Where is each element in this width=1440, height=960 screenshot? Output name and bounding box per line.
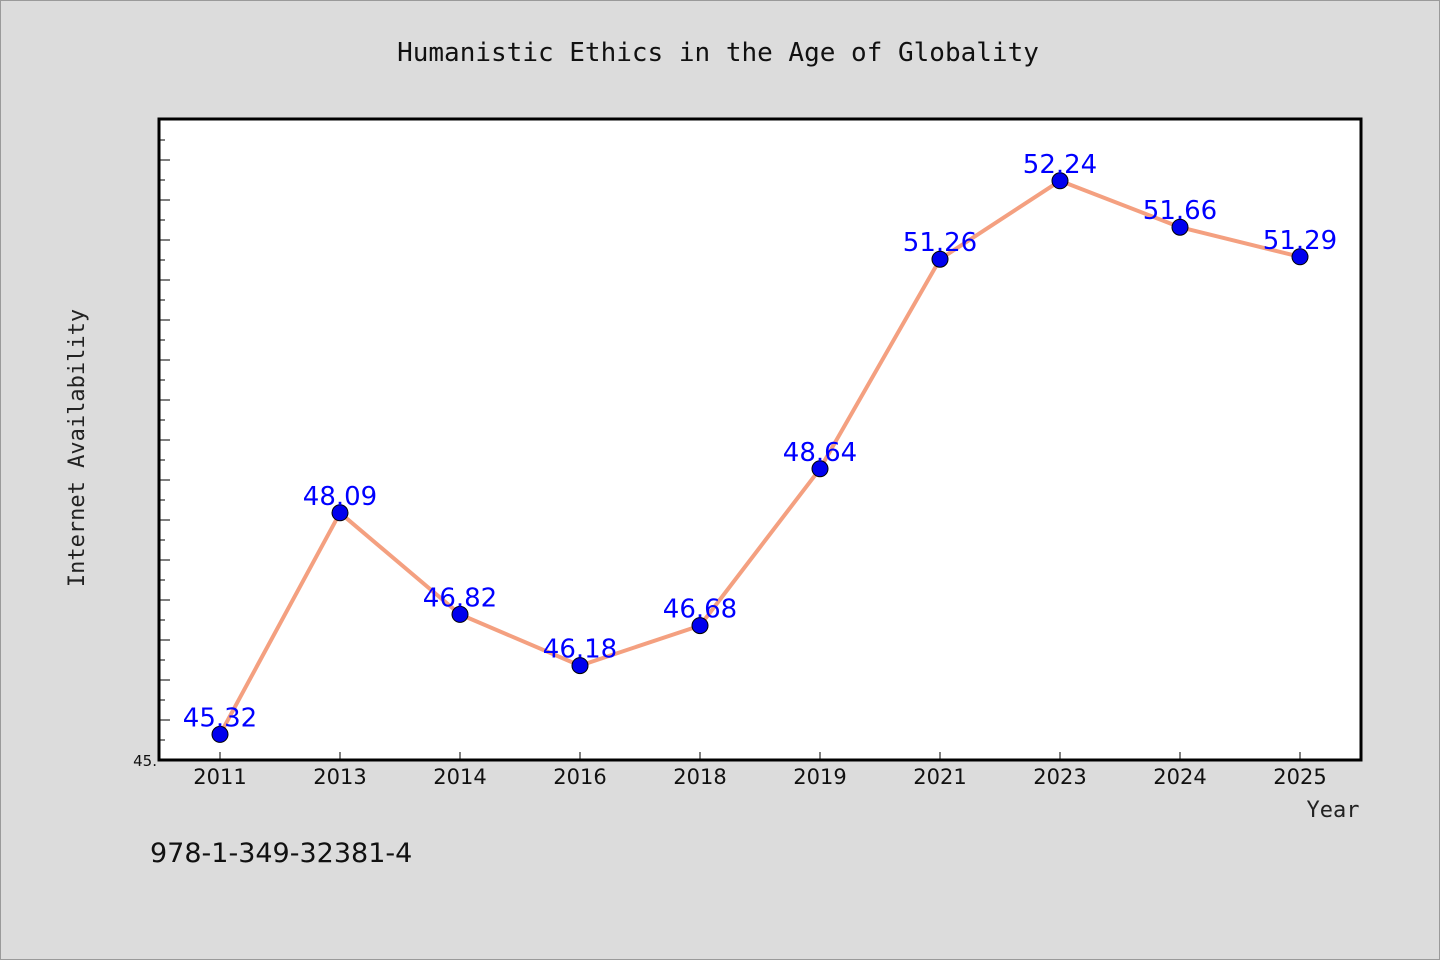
x-axis-ticks: 2011 2013 2014 2016 2018 2019 2021 2023 2024 2025 — [193, 752, 1327, 789]
data-point — [811, 460, 829, 478]
x-tick-label: 2025 — [1273, 765, 1326, 789]
data-label: 46.18 — [543, 635, 617, 665]
data-point — [1291, 248, 1309, 266]
x-tick-label: 2019 — [793, 765, 846, 789]
x-tick-label: 2011 — [193, 765, 246, 789]
data-label: 46.82 — [423, 583, 497, 613]
data-label: 45.32 — [183, 703, 257, 733]
x-tick-label: 2023 — [1033, 765, 1086, 789]
data-point — [571, 657, 589, 675]
isbn-text: 978-1-349-32381-4 — [150, 838, 412, 869]
x-tick-label: 2014 — [433, 765, 486, 789]
plot-area — [157, 117, 1363, 762]
x-tick-label: 2016 — [553, 765, 606, 789]
data-label: 46.68 — [663, 595, 737, 625]
data-label: 52.24 — [1023, 150, 1097, 180]
y-axis-label: Internet Availability — [65, 309, 90, 587]
x-tick-label: 2013 — [313, 765, 366, 789]
y-tick-label: 45. — [133, 752, 157, 770]
series-markers — [211, 172, 1309, 743]
data-point — [1051, 172, 1069, 190]
data-label: 51.66 — [1143, 196, 1217, 226]
x-tick-label: 2021 — [913, 765, 966, 789]
data-point — [691, 617, 709, 635]
x-axis-label: Year — [1307, 798, 1360, 823]
x-tick-label: 2018 — [673, 765, 726, 789]
data-label: 51.29 — [1263, 226, 1337, 256]
data-label: 48.64 — [783, 438, 857, 468]
data-point — [211, 725, 229, 743]
x-tick-label: 2024 — [1153, 765, 1206, 789]
data-point — [451, 605, 469, 623]
data-point — [931, 250, 949, 268]
data-label: 51.26 — [903, 228, 977, 258]
data-labels: 45.32 48.09 46.82 46.18 46.68 48.64 51.26 52.24… — [183, 150, 1337, 734]
data-point — [331, 504, 349, 522]
data-point — [1171, 218, 1189, 236]
y-axis-ticks: 45. — [133, 119, 170, 770]
data-label: 48.09 — [303, 482, 377, 512]
chart-title: Humanistic Ethics in the Age of Globalit… — [397, 38, 1039, 68]
series-line — [218, 178, 1301, 736]
